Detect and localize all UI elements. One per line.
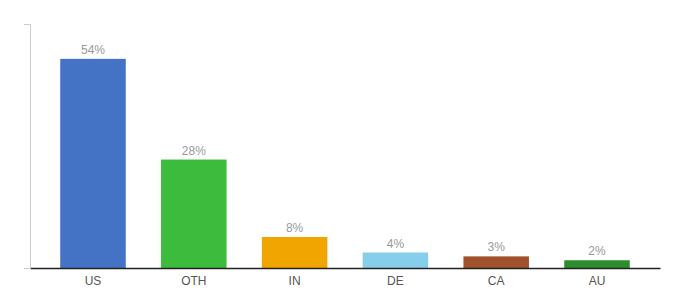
y-axis-line	[24, 25, 31, 269]
data-label: 54%	[81, 43, 105, 57]
bar	[60, 59, 126, 268]
bar	[161, 160, 227, 268]
x-tick-label: DE	[387, 274, 404, 288]
data-label: 4%	[387, 237, 405, 251]
bar	[363, 253, 429, 268]
x-tick-label: CA	[488, 274, 505, 288]
bar	[564, 260, 630, 268]
chart: US OTH IN DE CA AU 54% 28% 8% 4% 3% 2%	[0, 0, 680, 300]
bars	[60, 59, 630, 268]
x-tick: AU	[589, 274, 606, 288]
x-tick-label: AU	[589, 274, 606, 288]
x-tick-label: IN	[289, 274, 301, 288]
x-tick-label: OTH	[181, 274, 206, 288]
data-label: 28%	[182, 144, 206, 158]
bar	[463, 256, 529, 268]
x-tick: IN	[289, 274, 301, 288]
x-axis-line	[31, 268, 661, 270]
data-label: 8%	[286, 221, 304, 235]
bar	[262, 237, 328, 268]
x-tick-label: US	[85, 274, 102, 288]
plot: US OTH IN DE CA AU 54% 28% 8% 4% 3% 2%	[24, 25, 661, 288]
x-tick: US	[85, 274, 102, 288]
x-axis: US OTH IN DE CA AU	[31, 269, 661, 288]
x-tick: DE	[387, 274, 404, 288]
x-tick: OTH	[181, 274, 206, 288]
data-labels: 54% 28% 8% 4% 3% 2%	[81, 43, 606, 258]
data-label: 3%	[488, 240, 506, 254]
x-tick: CA	[488, 274, 505, 288]
data-label: 2%	[588, 244, 606, 258]
y-axis	[24, 25, 31, 269]
